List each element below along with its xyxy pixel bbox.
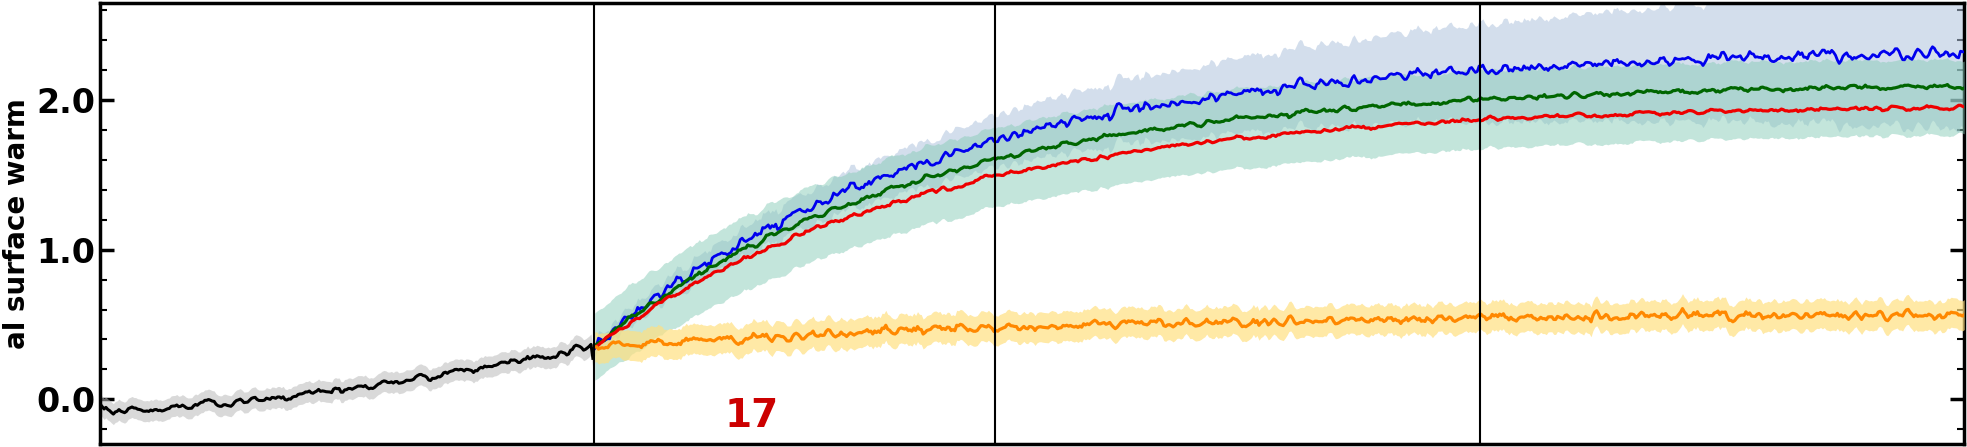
Y-axis label: al surface warm: al surface warm <box>2 98 31 349</box>
Text: 17: 17 <box>724 396 779 434</box>
